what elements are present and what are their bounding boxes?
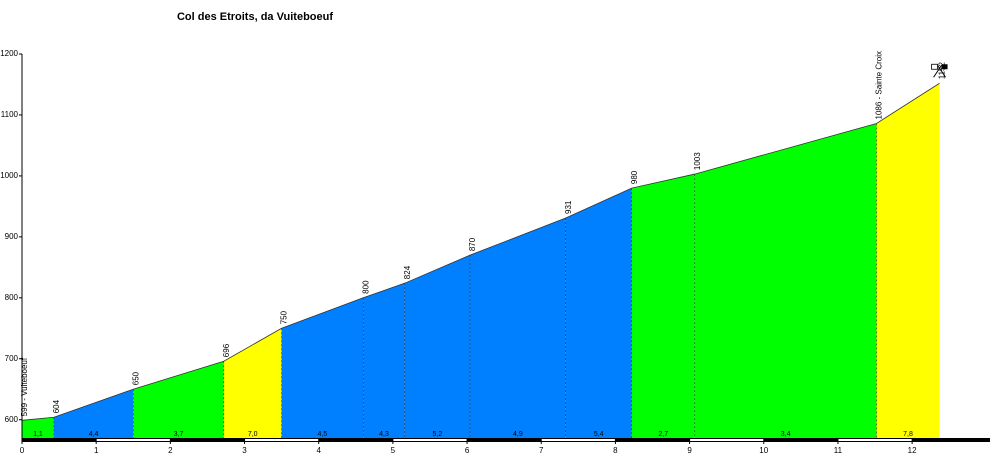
- x-tick-label: 6: [465, 446, 470, 455]
- gradient-label: 3,7: [174, 431, 184, 438]
- elevation-label: 750: [280, 310, 289, 324]
- gradient-label: 4,3: [379, 431, 389, 438]
- x-tick-label: 7: [539, 446, 544, 455]
- elevation-label: 800: [361, 280, 370, 294]
- km-bar-white: [689, 439, 764, 441]
- segment-area: [470, 217, 566, 438]
- flag-pole: [937, 64, 946, 78]
- elevation-label: 980: [630, 170, 639, 184]
- x-tick-label: 10: [759, 446, 768, 455]
- y-tick-label: 800: [5, 293, 19, 302]
- x-tick-label: 0: [20, 446, 25, 455]
- x-tick-label: 9: [687, 446, 692, 455]
- y-tick-label: 1100: [1, 110, 19, 119]
- x-tick-label: 2: [168, 446, 173, 455]
- segment-area: [133, 361, 224, 438]
- x-tick-label: 11: [834, 446, 843, 455]
- segment-area: [223, 328, 282, 438]
- elevation-label: 1152: [938, 62, 947, 80]
- km-bar-white: [96, 439, 171, 441]
- y-tick-label: 1000: [0, 171, 18, 180]
- plot: 1,1 4,4 3,7 7,0 4,5 4,3 5,2 4,9 5,4 2,7 3,4 7,8 599 …: [0, 49, 990, 455]
- km-bar: [22, 438, 990, 442]
- gradient-label: 4,5: [318, 431, 328, 438]
- x-tick-label: 5: [391, 446, 396, 455]
- gradient-label: 5,2: [433, 431, 443, 438]
- elevation-label: 931: [564, 200, 573, 214]
- gradient-label: 7,0: [248, 431, 258, 438]
- elevation-label: 1003: [693, 152, 702, 170]
- x-tick-label: 8: [613, 446, 618, 455]
- elevation-label: 824: [403, 265, 412, 279]
- segment-area: [281, 297, 364, 438]
- chart-title: Col des Etroits, da Vuiteboeuf: [177, 11, 333, 23]
- finish-flag: [931, 63, 948, 78]
- x-tick-label: 4: [316, 446, 321, 455]
- elevation-label: 696: [222, 343, 231, 357]
- segment-area: [53, 389, 134, 438]
- elevation-label: 870: [468, 237, 477, 251]
- km-bar-white: [392, 439, 468, 441]
- gradient-label: 4,4: [89, 431, 99, 438]
- elevation-label: 599 - Vuiteboeuf: [20, 357, 29, 416]
- gradient-label: 3,4: [781, 431, 791, 438]
- y-tick-label: 1200: [0, 49, 18, 58]
- x-tick-label: 12: [908, 446, 917, 455]
- km-bar-white: [541, 439, 616, 441]
- gradient-label: 5,4: [594, 431, 604, 438]
- flag: [941, 64, 948, 70]
- elevation-label: 1086 - Sainte Croix: [875, 51, 884, 119]
- y-tick-label: 600: [5, 415, 19, 424]
- gradient-label: 2,7: [658, 431, 668, 438]
- segment-area: [694, 123, 877, 438]
- flag-pole: [933, 64, 942, 78]
- y-tick-label: 700: [5, 354, 19, 363]
- segment-area: [22, 417, 54, 438]
- gradient-label: 7,8: [903, 431, 913, 438]
- gradient-label: 4,9: [513, 431, 523, 438]
- segment-area: [363, 283, 405, 438]
- y-tick-label: 900: [5, 232, 19, 241]
- elevation-label: 604: [52, 399, 61, 413]
- x-tick-label: 1: [94, 446, 99, 455]
- segment-area: [404, 255, 471, 438]
- gradient-label: 1,1: [33, 431, 43, 438]
- elevation-label: 650: [131, 371, 140, 385]
- x-tick-label: 3: [242, 446, 247, 455]
- segment-area: [631, 174, 695, 439]
- segment-area: [565, 188, 632, 438]
- km-bar-white: [837, 439, 913, 441]
- flag: [931, 63, 938, 70]
- segment-area: [876, 83, 940, 438]
- km-bar-white: [244, 439, 319, 441]
